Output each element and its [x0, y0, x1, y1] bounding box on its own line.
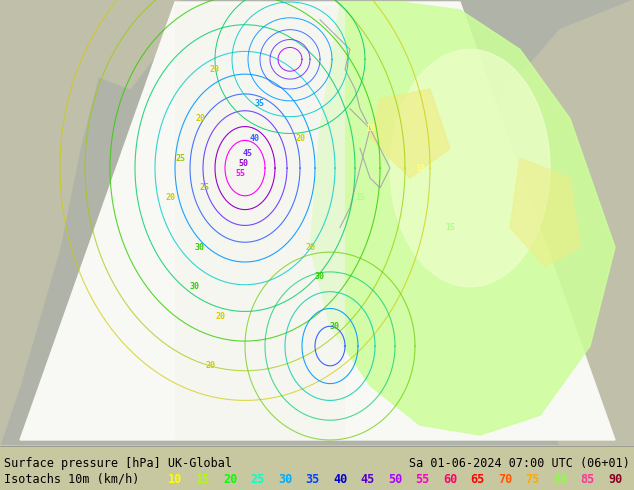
Text: 25: 25	[175, 154, 185, 163]
Text: 45: 45	[361, 473, 375, 486]
Text: 30: 30	[190, 282, 200, 291]
Text: 10: 10	[415, 164, 425, 172]
Text: 30: 30	[195, 243, 205, 252]
Text: 20: 20	[295, 134, 305, 143]
Text: 15: 15	[445, 223, 455, 232]
Text: Surface pressure [hPa] UK-Global: Surface pressure [hPa] UK-Global	[4, 457, 232, 470]
Text: 20: 20	[205, 361, 215, 370]
Text: 20: 20	[165, 193, 175, 202]
Text: 90: 90	[608, 473, 622, 486]
Text: 50: 50	[238, 159, 248, 168]
Text: 55: 55	[235, 169, 245, 177]
Polygon shape	[0, 0, 180, 89]
Text: 35: 35	[255, 99, 265, 108]
Polygon shape	[510, 158, 580, 267]
Text: 20: 20	[215, 312, 225, 321]
Polygon shape	[310, 2, 615, 435]
Polygon shape	[0, 0, 120, 445]
Text: 30: 30	[330, 322, 340, 331]
Text: 25: 25	[200, 183, 210, 193]
Text: 15: 15	[195, 473, 210, 486]
Text: 35: 35	[306, 473, 320, 486]
Text: 75: 75	[526, 473, 540, 486]
Text: 20: 20	[195, 114, 205, 123]
Text: 30: 30	[278, 473, 292, 486]
Text: 20: 20	[305, 243, 315, 252]
Text: 10: 10	[168, 473, 182, 486]
Text: 10: 10	[365, 124, 375, 133]
Text: 55: 55	[415, 473, 430, 486]
Text: Isotachs 10m (km/h): Isotachs 10m (km/h)	[4, 473, 139, 486]
Text: 45: 45	[243, 149, 253, 158]
Bar	[175, 5, 345, 440]
Text: 60: 60	[443, 473, 457, 486]
Polygon shape	[390, 49, 550, 287]
Text: 70: 70	[498, 473, 512, 486]
Text: 80: 80	[553, 473, 567, 486]
Text: 25: 25	[250, 473, 265, 486]
Text: 30: 30	[315, 272, 325, 281]
Polygon shape	[20, 2, 615, 440]
Text: 20: 20	[223, 473, 237, 486]
Text: Sa 01-06-2024 07:00 UTC (06+01): Sa 01-06-2024 07:00 UTC (06+01)	[409, 457, 630, 470]
Text: 20: 20	[210, 65, 220, 74]
Text: 40: 40	[250, 134, 260, 143]
Text: 15: 15	[355, 193, 365, 202]
Text: 65: 65	[470, 473, 485, 486]
Polygon shape	[470, 0, 634, 445]
Text: 85: 85	[581, 473, 595, 486]
Text: 50: 50	[388, 473, 402, 486]
Polygon shape	[370, 89, 450, 178]
Text: 40: 40	[333, 473, 347, 486]
